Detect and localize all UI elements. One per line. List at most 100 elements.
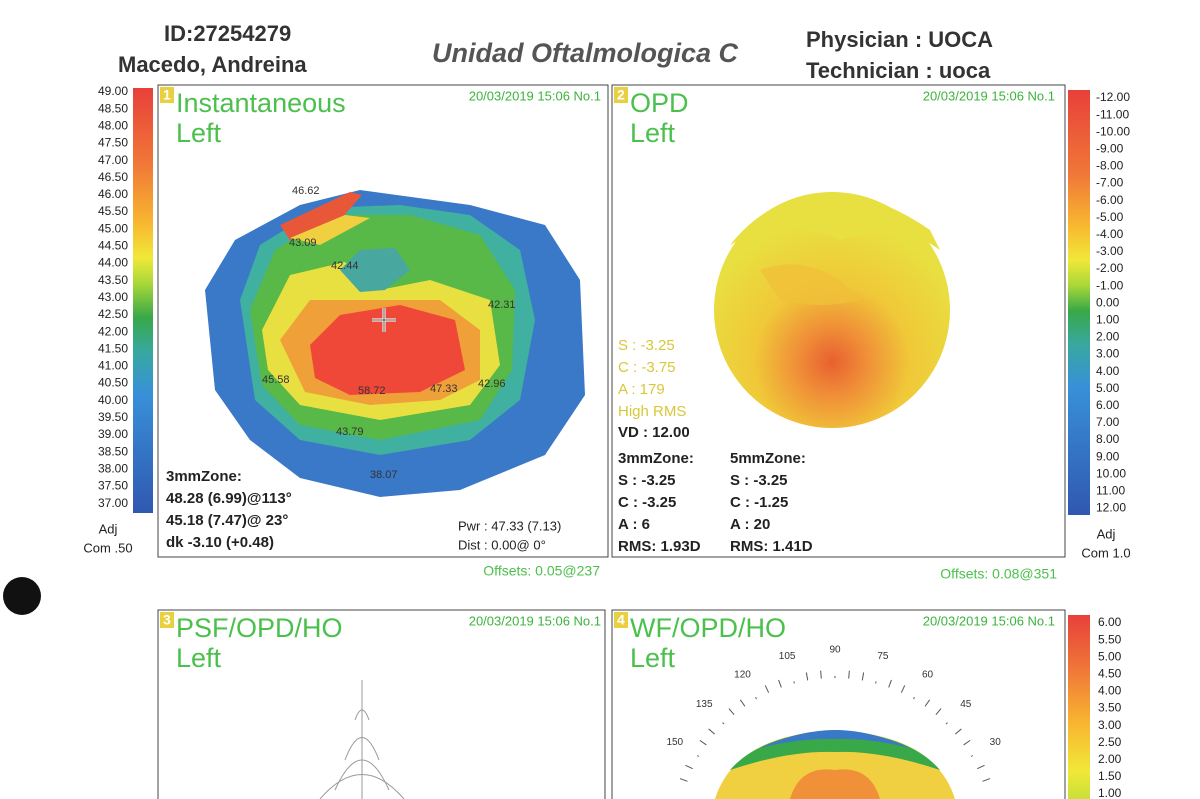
power: Pwr : 47.33 (7.13): [458, 518, 561, 533]
scale-label: 5.50: [1098, 632, 1122, 646]
scale-label: 3.00: [1096, 347, 1120, 361]
angle-tick: [888, 679, 892, 688]
scale-label: 49.00: [98, 84, 128, 98]
panel-eye: Left: [176, 643, 222, 673]
scale-label: 4.50: [1098, 666, 1122, 680]
angle-tick: [764, 685, 770, 693]
scale-adj: Adj: [1097, 526, 1116, 541]
scale-label: 38.50: [98, 444, 128, 458]
scale-label: 7.00: [1096, 415, 1120, 429]
angle-tick: [708, 728, 716, 735]
scale-label: 1.00: [1096, 312, 1120, 326]
left-color-scale: [133, 88, 153, 513]
panel-number-badge: [614, 87, 628, 103]
angle-label: 90: [829, 645, 841, 656]
angle-tick: [945, 722, 948, 725]
scale-label: 45.50: [98, 204, 128, 218]
scale-label: -9.00: [1096, 141, 1124, 155]
zone3: A : 6: [618, 516, 650, 533]
scale-label: 44.00: [98, 256, 128, 270]
angle-tick: [977, 764, 985, 770]
scale-label: 45.00: [98, 221, 128, 235]
angle-tick: [697, 755, 700, 757]
angle-tick: [755, 697, 757, 700]
scale-label: 48.00: [98, 118, 128, 132]
scale-label: 9.00: [1096, 449, 1120, 463]
angle-tick: [913, 697, 915, 700]
zone-line: 45.18 (7.47)@ 23°: [166, 512, 288, 529]
technician: Technician : uoca: [806, 58, 991, 83]
angle-label: 150: [666, 737, 683, 748]
scale-adj: Adj: [99, 521, 118, 536]
zone5: RMS: 1.41D: [730, 538, 813, 555]
scale-label: 46.00: [98, 187, 128, 201]
scale-label: -11.00: [1096, 107, 1129, 121]
angle-tick: [875, 681, 877, 684]
panel-frame: [157, 609, 606, 799]
scale-label: 40.00: [98, 393, 128, 407]
panel-number-badge: [160, 87, 174, 103]
scale-label: 40.50: [98, 376, 128, 390]
refraction: S : -3.25: [618, 337, 675, 354]
scale-label: 5.00: [1098, 649, 1122, 663]
zone5: C : -1.25: [730, 494, 788, 511]
scale-label: 48.50: [98, 101, 128, 115]
scale-label: 39.00: [98, 427, 128, 441]
refraction: High RMS: [618, 403, 686, 420]
scale-label: -3.00: [1096, 244, 1124, 258]
scale-label: -6.00: [1096, 193, 1124, 207]
angle-label: 75: [877, 651, 889, 662]
scale-label: -2.00: [1096, 261, 1124, 275]
opd-map: [714, 192, 950, 428]
angle-tick: [722, 722, 725, 725]
angle-tick: [963, 739, 971, 746]
angle-label: 30: [990, 737, 1002, 748]
zone3: S : -3.25: [618, 472, 676, 489]
physician: Physician : UOCA: [806, 27, 993, 52]
scale-label: 41.00: [98, 359, 128, 373]
curvature-map: [205, 190, 585, 497]
scale-label: 39.50: [98, 410, 128, 424]
map-label: 43.09: [289, 237, 317, 249]
scale-label: -5.00: [1096, 210, 1124, 224]
angle-tick: [685, 764, 693, 770]
zone5: S : -3.25: [730, 472, 788, 489]
scale-label: 2.00: [1098, 752, 1122, 766]
angle-tick: [924, 699, 931, 707]
psf-image: [319, 680, 405, 799]
scale-label: -4.00: [1096, 227, 1124, 241]
scale-label: 1.50: [1098, 769, 1122, 783]
panel-number: 1: [163, 87, 171, 103]
panel-number: 4: [617, 612, 625, 628]
zone3: RMS: 1.93D: [618, 538, 701, 555]
scale-label: -8.00: [1096, 159, 1124, 173]
panel-title: WF/OPD/HO: [630, 613, 786, 643]
vertex-distance: VD : 12.00: [618, 424, 690, 441]
angle-label: 120: [734, 669, 751, 680]
zone-title: 3mmZone:: [166, 468, 242, 485]
panel-frame: [611, 609, 1066, 799]
scale-label: 3.50: [1098, 701, 1122, 715]
scale-label: 38.00: [98, 461, 128, 475]
angle-label: 45: [960, 699, 972, 710]
scale-label: 8.00: [1096, 432, 1120, 446]
zone5: A : 20: [730, 516, 770, 533]
panel-date: 20/03/2019 15:06 No.1: [469, 613, 601, 628]
panel-title: Instantaneous: [176, 88, 346, 118]
scale-label: 43.00: [98, 290, 128, 304]
angle-label: 60: [922, 669, 934, 680]
scale-label: 4.00: [1096, 364, 1120, 378]
angle-tick: [805, 672, 809, 681]
zone3: 3mmZone:: [618, 450, 694, 467]
angle-tick: [954, 728, 962, 735]
zone-line: 48.28 (6.99)@113°: [166, 490, 292, 507]
panel-title: OPD: [630, 88, 689, 118]
scale-label: -12.00: [1096, 90, 1130, 104]
map-label: 58.72: [358, 385, 386, 397]
angle-tick: [848, 670, 850, 679]
scale-label: -1.00: [1096, 278, 1124, 292]
zone3: C : -3.25: [618, 494, 676, 511]
angle-tick: [970, 755, 973, 757]
